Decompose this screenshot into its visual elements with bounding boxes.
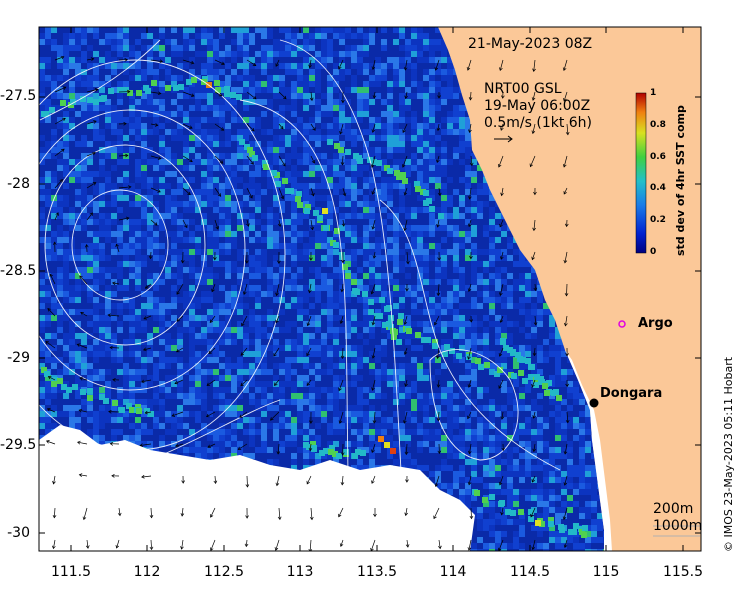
y-tick-label: -30: [7, 525, 30, 541]
colorbar-tick: 0.2: [650, 215, 666, 225]
x-tick-label: 113.5: [356, 564, 398, 580]
y-tick-label: -29: [7, 350, 30, 366]
dongara-marker: [589, 398, 599, 408]
current-date: 19-May 06:00Z: [484, 98, 591, 114]
y-tick-label: -27.5: [0, 88, 37, 104]
current-arrows: [45, 55, 570, 551]
x-tick-label: 111.5: [50, 564, 92, 580]
x-tick-label: 113: [286, 564, 314, 580]
dongara-label: Dongara: [600, 386, 663, 401]
x-tick-label: 115.5: [662, 564, 704, 580]
x-tick-label: 112.5: [203, 564, 245, 580]
argo-marker: [618, 320, 626, 328]
x-tick-label: 112: [133, 564, 161, 580]
depth-200-label: 200m: [653, 501, 694, 517]
colorbar-tick: 0.8: [650, 120, 666, 130]
axis-ticks: [39, 27, 701, 551]
current-scale: 0.5m/s (1kt 6h): [484, 115, 593, 131]
date-label: 21-May-2023 08Z: [468, 36, 593, 52]
colorbar-tick: 0.6: [650, 152, 666, 162]
x-tick-label: 114: [439, 564, 467, 580]
colorbar-label: std dev of 4hr SST comp: [674, 105, 687, 256]
land-area: [438, 27, 701, 551]
x-tick-label: 115: [592, 564, 620, 580]
depth-1000-label: 1000m: [653, 518, 703, 534]
argo-label: Argo: [638, 316, 673, 331]
colorbar-tick: 0: [650, 247, 657, 257]
no-data-region: [39, 425, 475, 551]
credit-text: © IMOS 23-May-2023 05:11 Hobart: [722, 356, 735, 552]
current-title: NRT00 GSL: [484, 81, 562, 97]
coast-white-strip: [565, 350, 612, 551]
y-tick-label: -29.5: [0, 437, 37, 453]
x-tick-label: 114.5: [509, 564, 551, 580]
colorbar-tick: 0.4: [650, 183, 666, 193]
colorbar-tick: 1: [650, 88, 657, 98]
y-tick-label: -28.5: [0, 263, 37, 279]
y-tick-label: -28: [7, 176, 30, 192]
colorbar: [635, 92, 647, 254]
plot-frame: [38, 26, 702, 552]
contour-lines: [39, 39, 561, 551]
